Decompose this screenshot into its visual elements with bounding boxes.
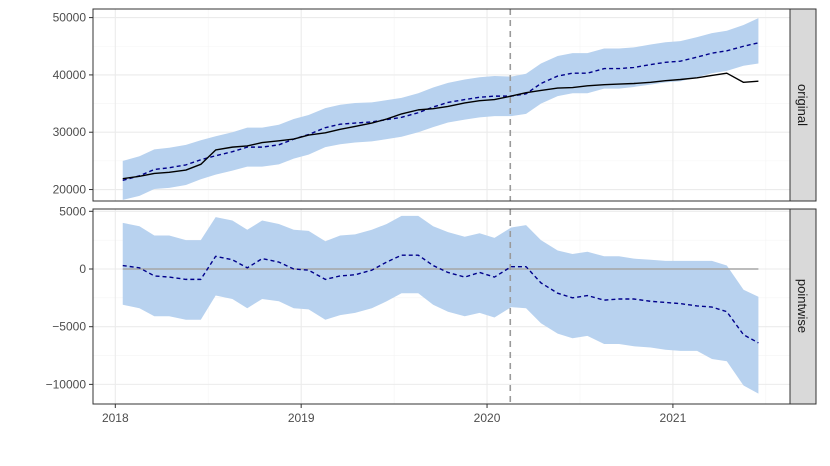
y-tick-label-pointwise: −10000	[46, 377, 87, 391]
panel-original-data	[122, 18, 759, 200]
y-axis-original: 20000 30000 40000 50000	[53, 11, 93, 197]
y-tick-label-pointwise: −5000	[52, 320, 86, 334]
confidence-band-pointwise	[122, 215, 759, 394]
strip-pointwise-label: pointwise	[795, 279, 810, 333]
panel-pointwise-data	[122, 215, 759, 394]
predicted-line-original	[122, 42, 759, 182]
y-tick-label-pointwise: 5000	[59, 204, 86, 218]
y-tick-label-pointwise: 0	[79, 262, 86, 276]
strip-original	[789, 8, 817, 202]
confidence-band-original	[122, 18, 759, 200]
x-tick-label: 2019	[288, 411, 315, 425]
actual-line-original	[122, 72, 759, 180]
y-tick-label-original: 50000	[53, 11, 87, 25]
y-axis-pointwise: −10000 −5000 0 5000	[46, 204, 93, 391]
y-tick-label-original: 30000	[53, 125, 87, 139]
x-tick-label: 2021	[660, 411, 687, 425]
panel-original: original 20000 30000 40000 50000	[53, 8, 817, 202]
strip-pointwise	[789, 208, 817, 405]
strip-original-label: original	[795, 84, 810, 126]
predicted-line-pointwise	[122, 254, 759, 344]
x-tick-label: 2018	[102, 411, 129, 425]
x-axis: 2018 2019 2020 2021	[102, 404, 687, 425]
y-tick-label-original: 40000	[53, 68, 87, 82]
x-tick-label: 2020	[474, 411, 501, 425]
panel-pointwise: pointwise −10000 −5000 0 5000	[46, 204, 817, 405]
y-tick-label-original: 20000	[53, 183, 87, 197]
